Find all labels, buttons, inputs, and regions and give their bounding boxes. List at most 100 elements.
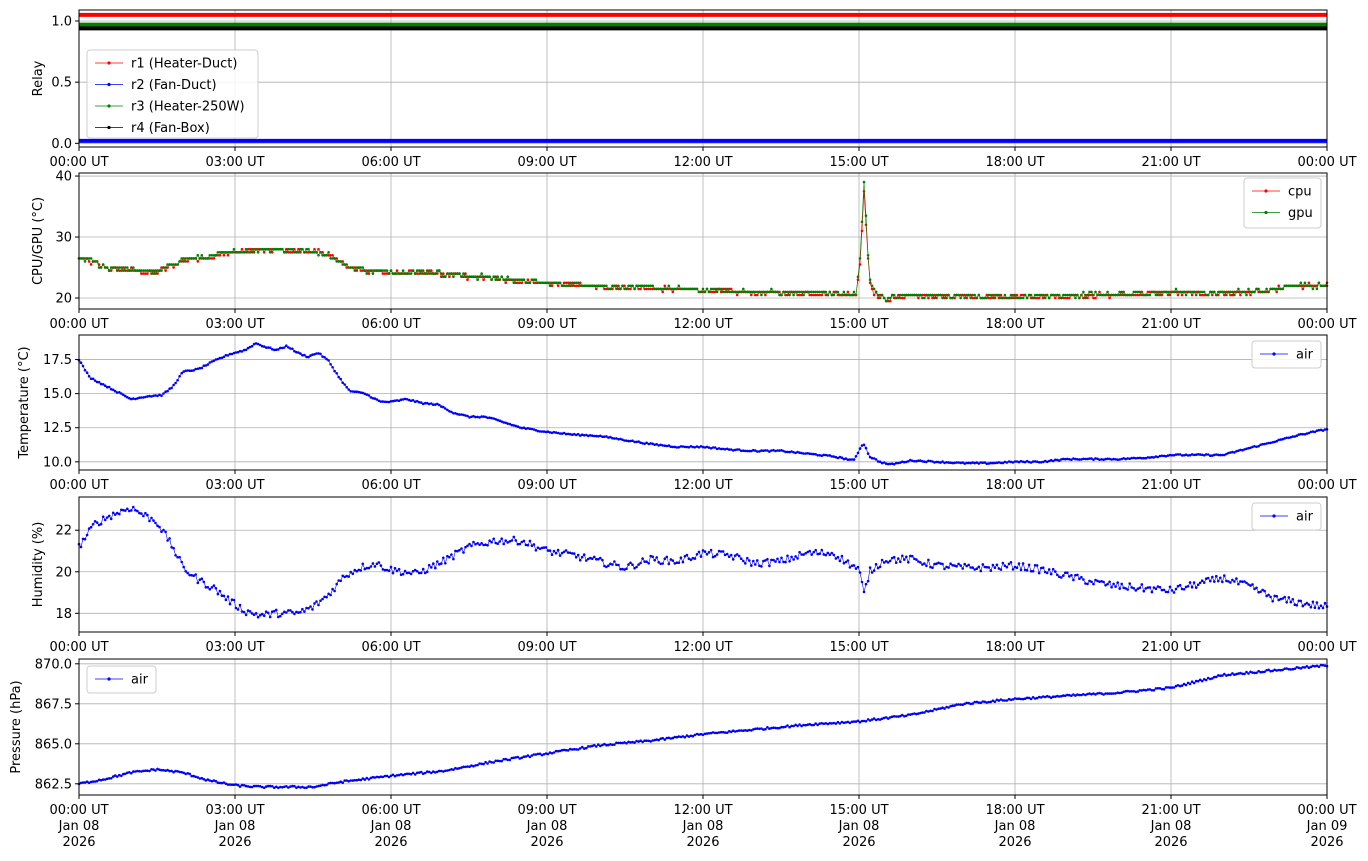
data-point (876, 566, 880, 570)
data-point (128, 509, 131, 513)
data-point (192, 574, 195, 577)
data-point (973, 568, 976, 571)
x-tick-label: 21:00 UT (1141, 155, 1200, 170)
data-point (381, 568, 385, 571)
data-point (504, 757, 508, 761)
x-tick-label: 18:00 UT Jan 08 2026 (985, 803, 1044, 850)
data-point (1084, 457, 1087, 461)
data-point (550, 284, 554, 288)
data-point (609, 562, 612, 566)
data-point (1307, 281, 1311, 285)
legend-marker (107, 104, 111, 108)
data-point (1231, 290, 1234, 294)
data-point (824, 293, 828, 297)
data-point (301, 247, 304, 251)
data-point (518, 426, 522, 429)
data-point (1019, 459, 1023, 463)
data-point (780, 293, 783, 297)
data-point (1269, 595, 1272, 599)
data-point (270, 348, 274, 351)
data-point (440, 272, 443, 275)
data-point (1186, 681, 1190, 685)
data-point (184, 257, 187, 260)
data-point (1082, 296, 1085, 300)
data-point (250, 344, 254, 348)
data-point (1136, 587, 1140, 591)
data-point (1257, 290, 1260, 294)
data-point (613, 284, 616, 288)
data-point (122, 269, 125, 272)
data-point (1259, 290, 1262, 294)
data-point (333, 369, 336, 373)
data-point (462, 272, 465, 275)
data-point (476, 763, 479, 767)
data-point (697, 290, 701, 294)
data-point (506, 422, 510, 425)
data-point (961, 703, 964, 706)
data-point (999, 698, 1003, 701)
data-point (297, 611, 300, 614)
data-point (1198, 678, 1202, 682)
data-point (850, 458, 854, 461)
data-point (933, 461, 936, 464)
data-point (172, 266, 175, 269)
data-point (1162, 454, 1166, 458)
data-point (152, 768, 155, 771)
data-point (363, 567, 367, 571)
x-tick-label: 09:00 UT (517, 317, 576, 332)
data-point (949, 461, 952, 465)
data-point (697, 733, 701, 736)
data-point (1140, 293, 1144, 297)
data-point (1217, 674, 1220, 677)
data-point (446, 554, 449, 558)
data-point (83, 257, 87, 260)
data-point (341, 574, 345, 578)
data-point (419, 401, 423, 404)
data-point (146, 513, 149, 517)
data-point (1094, 693, 1097, 696)
data-point (321, 251, 324, 254)
data-point (977, 462, 981, 465)
data-point (176, 770, 179, 773)
data-point (844, 293, 848, 297)
data-point (774, 560, 777, 563)
data-point (462, 551, 465, 554)
data-point (959, 296, 962, 300)
data-point (83, 368, 87, 372)
data-point (1225, 579, 1228, 583)
data-point (1013, 565, 1017, 569)
data-point (299, 352, 302, 355)
data-point (572, 747, 576, 751)
data-point (965, 461, 968, 465)
data-point (635, 440, 638, 444)
data-point (401, 272, 405, 275)
data-point (627, 287, 630, 291)
data-point (351, 390, 355, 393)
data-point (919, 561, 922, 564)
data-point (1082, 457, 1085, 461)
y-tick-label: 15.0 (43, 387, 72, 402)
data-point (122, 393, 125, 397)
data-point (484, 275, 487, 279)
data-point (812, 723, 815, 727)
data-point (1235, 290, 1238, 294)
data-point (556, 749, 560, 753)
data-point (345, 263, 349, 266)
legend-label: cpu (1288, 185, 1312, 200)
data-point (615, 284, 618, 288)
data-point (576, 281, 580, 285)
data-point (983, 700, 987, 704)
data-point (367, 778, 371, 781)
data-point (1265, 442, 1268, 445)
data-point (264, 346, 268, 349)
data-point (667, 284, 671, 288)
data-point (727, 448, 731, 451)
data-point (468, 416, 471, 419)
y-tick-label: 870.0 (35, 657, 72, 672)
data-point (1301, 604, 1305, 608)
data-point (526, 281, 530, 285)
data-point (983, 461, 987, 464)
data-point (768, 450, 771, 453)
data-point (683, 445, 687, 449)
data-point (305, 355, 308, 359)
